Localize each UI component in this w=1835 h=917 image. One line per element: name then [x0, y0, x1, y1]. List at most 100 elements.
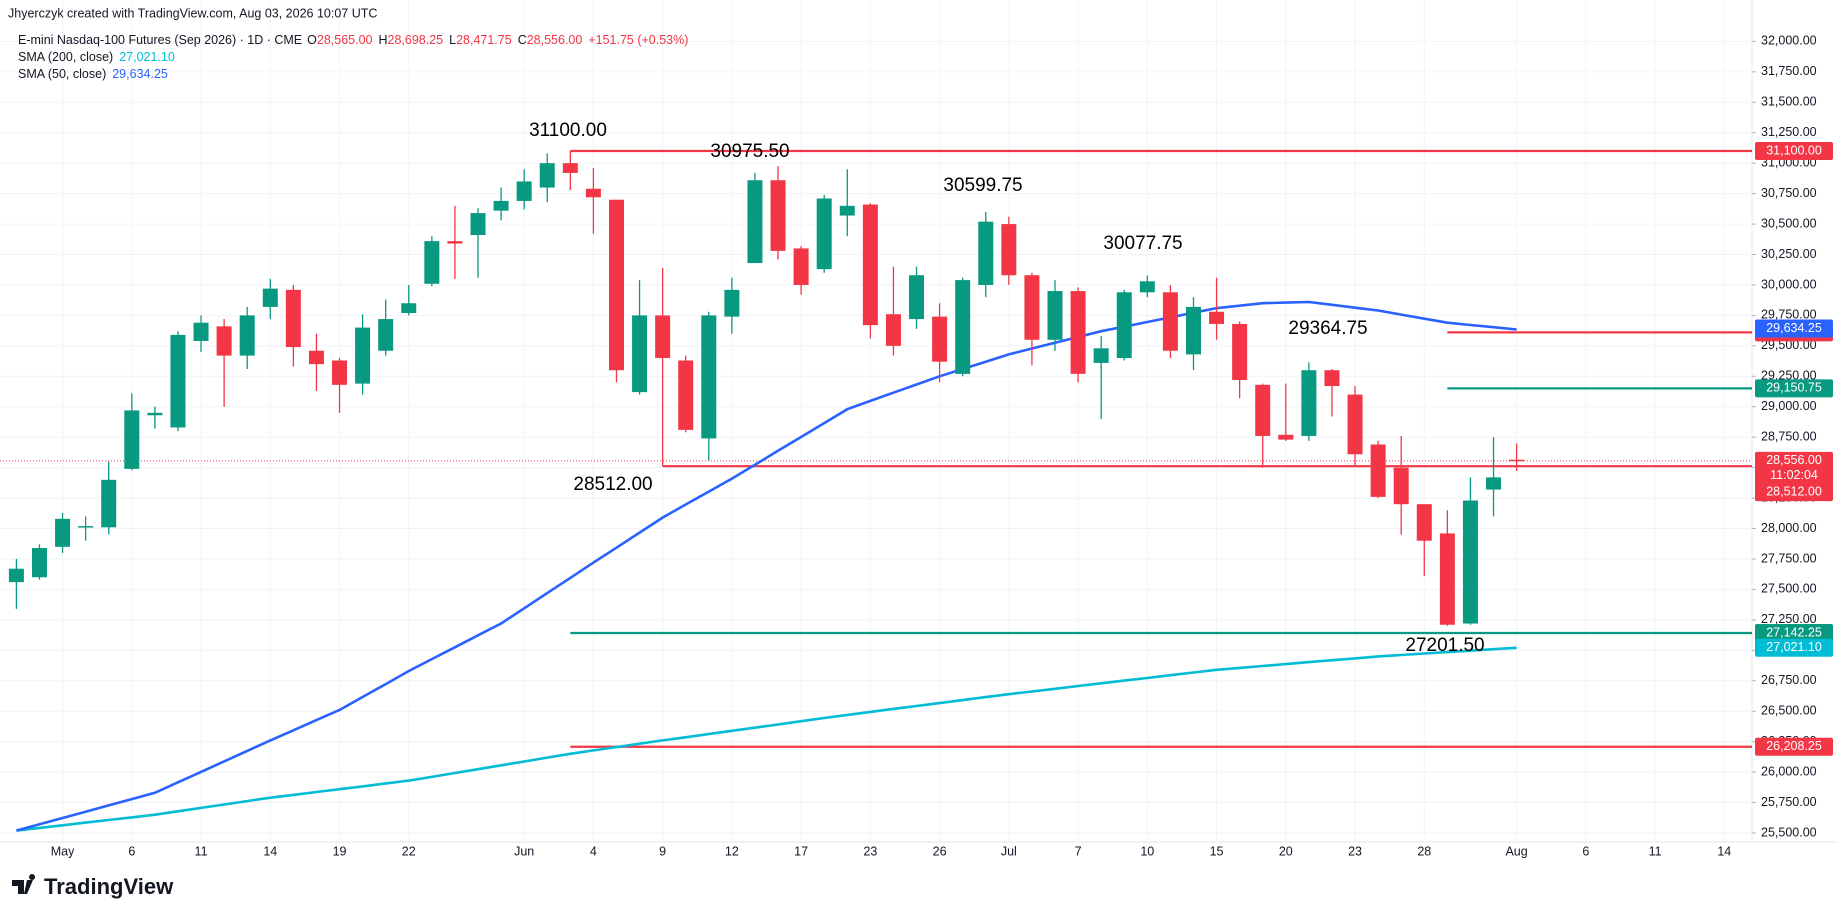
plot: [0, 149, 1752, 832]
candle-body: [8, 568, 24, 583]
x-tick-label: 14: [1717, 844, 1731, 858]
candle-body: [1509, 459, 1525, 462]
candle-body: [585, 188, 601, 198]
y-tick-label: 25,500.00: [1761, 825, 1817, 839]
x-tick-label: 23: [863, 844, 877, 858]
candle-body: [1024, 275, 1040, 340]
candle-body: [332, 360, 348, 385]
candle-body: [862, 204, 878, 326]
y-tick-label: 29,250.00: [1761, 369, 1817, 383]
ohlc-key: O: [307, 33, 317, 47]
candle-body: [124, 410, 140, 469]
candle-body: [562, 163, 578, 173]
candle-body: [539, 163, 555, 188]
candle-body: [1462, 500, 1478, 624]
ohlc-value: 28,565.00: [317, 33, 373, 47]
candle-body: [909, 275, 925, 320]
candle-body: [424, 241, 440, 284]
x-tick-label: 28: [1417, 844, 1431, 858]
y-tick-label: 30,000.00: [1761, 277, 1817, 291]
countdown-label-box: [1755, 466, 1833, 485]
candle-body: [770, 180, 786, 251]
sma-label-box: [1755, 638, 1833, 657]
x-tick-label: 17: [794, 844, 808, 858]
x-tick-label: 4: [590, 844, 597, 858]
x-tick-label: 19: [333, 844, 347, 858]
y-tick-label: 26,500.00: [1761, 704, 1817, 718]
candle-body: [1370, 444, 1386, 497]
level-label: 31,100.00: [1766, 143, 1822, 157]
candle-body: [978, 221, 994, 285]
candle-body: [885, 314, 901, 346]
legend-value: 27,021.10: [119, 50, 175, 64]
ohlc-key: L: [449, 33, 456, 47]
x-tick-label: 6: [128, 844, 135, 858]
candle-body: [632, 315, 648, 393]
candle-body: [955, 280, 971, 374]
x-tick-label: 20: [1279, 844, 1293, 858]
y-tick-label: 31,750.00: [1761, 64, 1817, 78]
level-label-box: [1755, 142, 1833, 161]
x-tick-label: 23: [1348, 844, 1362, 858]
y-tick-label: 30,750.00: [1761, 186, 1817, 200]
candle-body: [262, 288, 278, 307]
candle-body: [793, 248, 809, 285]
candle-body: [147, 412, 163, 416]
level-label: 27,142.25: [1766, 625, 1822, 639]
sma-line: [16, 646, 1517, 832]
candle-body: [932, 316, 948, 362]
candle-body: [655, 315, 671, 359]
x-tick-label: 12: [725, 844, 739, 858]
candle-body: [101, 479, 117, 528]
x-tick-label: 14: [263, 844, 277, 858]
y-tick-label: 27,250.00: [1761, 612, 1817, 626]
candle-body: [78, 526, 94, 528]
y-tick-label: 29,500.00: [1761, 338, 1817, 352]
candle-body: [1209, 311, 1225, 324]
x-tick-label: May: [51, 844, 75, 858]
candle-body: [1324, 370, 1340, 387]
candle-body: [401, 303, 417, 313]
x-tick-label: Jul: [1001, 844, 1017, 858]
legend-value: 29,634.25: [112, 67, 168, 81]
y-tick-label: 31,500.00: [1761, 95, 1817, 109]
header: Jhyerczyk created with TradingView.com, …: [8, 6, 688, 81]
current-price-label: 28,556.00: [1766, 453, 1822, 467]
candle-body: [1093, 348, 1109, 363]
candle-body: [1347, 394, 1363, 455]
candle-body: [355, 327, 371, 384]
logo-text: TradingView: [44, 874, 174, 899]
grid: [0, 0, 1752, 842]
candle-body: [724, 289, 740, 317]
x-tick-label: 26: [933, 844, 947, 858]
y-tick-label: 31,250.00: [1761, 125, 1817, 139]
countdown-label: 11:02:04: [1770, 468, 1818, 482]
candle-body: [1255, 384, 1271, 436]
annotation: 27201.50: [1405, 635, 1484, 656]
ohlc-value: 28,556.00: [527, 33, 583, 47]
candle-body: [1301, 370, 1317, 436]
created-by: Jhyerczyk created with TradingView.com, …: [8, 6, 377, 20]
candle-body: [216, 326, 232, 356]
candle-body: [378, 319, 394, 351]
ohlc-value: 28,471.75: [456, 33, 512, 47]
y-tick-label: 25,750.00: [1761, 795, 1817, 809]
candle-body: [747, 180, 763, 264]
candle-body: [1139, 281, 1155, 293]
logo: TradingView: [12, 874, 174, 899]
sma-label: 27,021.10: [1766, 640, 1822, 654]
x-tick-label: Aug: [1505, 844, 1527, 858]
x-tick-label: 10: [1140, 844, 1154, 858]
candle-body: [193, 322, 209, 341]
candle-body: [1393, 467, 1409, 505]
candle-body: [493, 200, 509, 211]
candle-body: [308, 350, 324, 365]
candle-body: [1162, 292, 1178, 351]
candle-body: [1486, 477, 1502, 490]
candle-body: [1185, 306, 1201, 355]
level-label-box: [1755, 623, 1833, 642]
candle-body: [470, 213, 486, 236]
candle-body: [678, 360, 694, 430]
candle-body: [1070, 291, 1086, 374]
y-tick-label: 27,500.00: [1761, 582, 1817, 596]
